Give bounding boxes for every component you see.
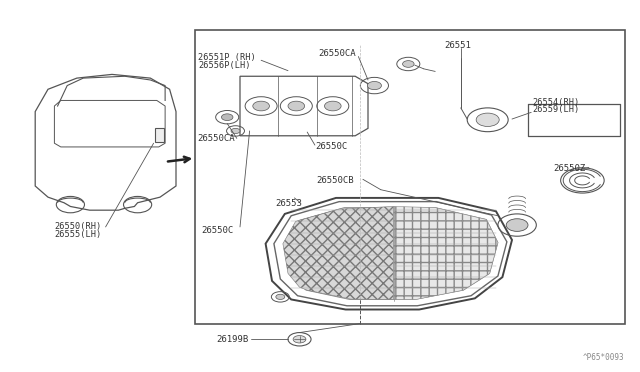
- Text: 26550Z: 26550Z: [554, 164, 586, 173]
- Text: 26551: 26551: [445, 41, 472, 50]
- FancyBboxPatch shape: [195, 30, 625, 324]
- Circle shape: [231, 128, 240, 134]
- Text: 26556P(LH): 26556P(LH): [198, 61, 251, 70]
- Text: ^P65*0093: ^P65*0093: [582, 353, 624, 362]
- Text: 26550C: 26550C: [202, 226, 234, 235]
- Circle shape: [288, 101, 305, 111]
- Text: 26199B: 26199B: [216, 335, 248, 344]
- Circle shape: [506, 219, 528, 231]
- Circle shape: [253, 101, 269, 111]
- Circle shape: [403, 61, 414, 67]
- Circle shape: [324, 101, 341, 111]
- Text: 26551P (RH): 26551P (RH): [198, 53, 256, 62]
- FancyBboxPatch shape: [155, 128, 164, 142]
- Polygon shape: [394, 206, 498, 299]
- Text: 26550CA: 26550CA: [197, 134, 235, 143]
- Text: 26550CB: 26550CB: [317, 176, 355, 185]
- Circle shape: [367, 81, 381, 90]
- Text: 26559(LH): 26559(LH): [532, 105, 580, 114]
- Circle shape: [221, 114, 233, 121]
- Text: 26550(RH): 26550(RH): [54, 222, 102, 231]
- Text: 26550C: 26550C: [315, 142, 347, 151]
- Polygon shape: [283, 206, 394, 299]
- Circle shape: [293, 336, 306, 343]
- Circle shape: [476, 113, 499, 126]
- Text: 26554(RH): 26554(RH): [532, 98, 580, 107]
- Circle shape: [276, 294, 285, 299]
- Text: 26553: 26553: [275, 199, 302, 208]
- Text: 26550CA: 26550CA: [319, 49, 356, 58]
- Text: 26555(LH): 26555(LH): [54, 230, 102, 239]
